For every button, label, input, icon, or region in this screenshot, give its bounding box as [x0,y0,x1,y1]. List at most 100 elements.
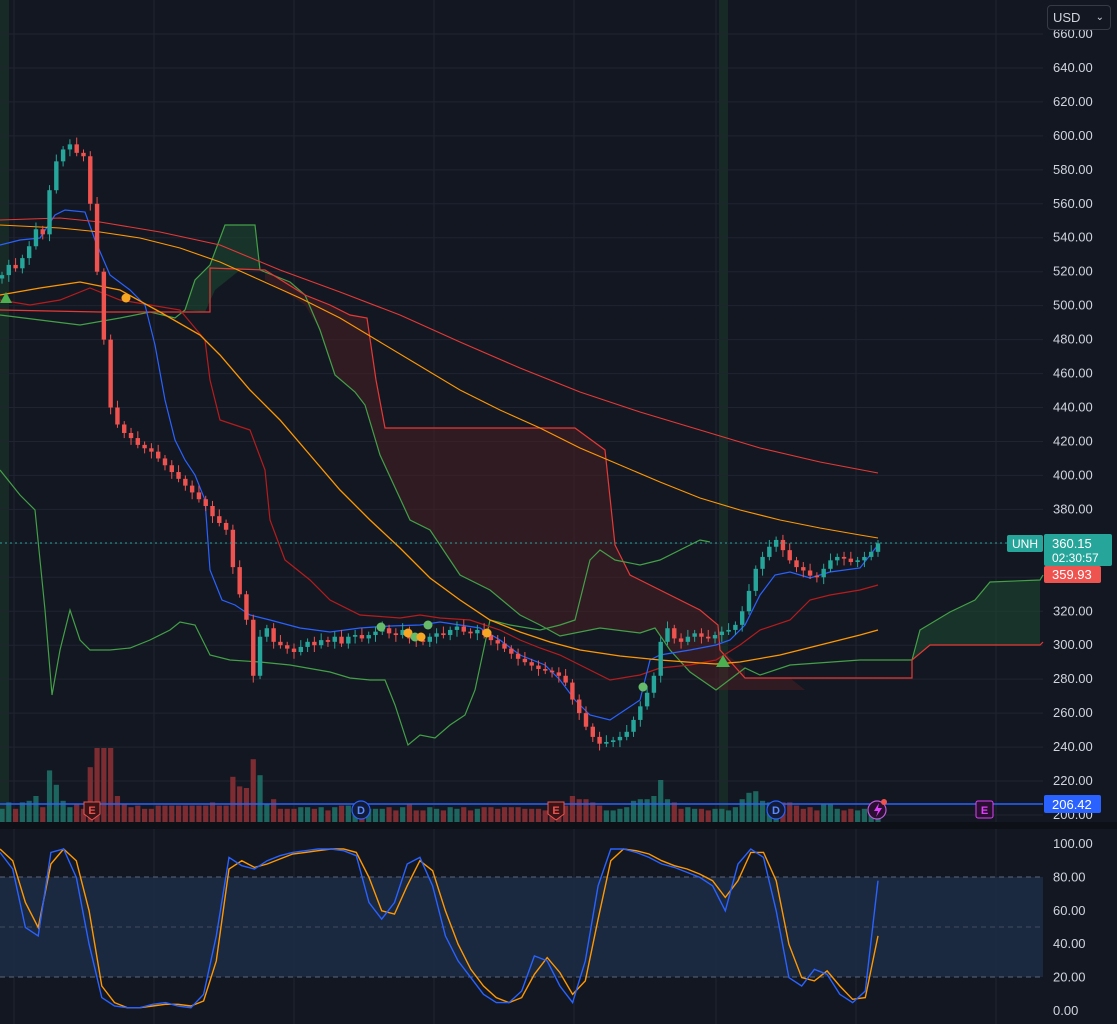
volume-bar [630,800,637,822]
volume-bar [434,808,440,822]
volume-bar [800,808,806,822]
candle [312,636,317,653]
price-tick-label: 560.00 [1053,196,1093,211]
volume-bar [576,799,582,822]
volume-bar [311,808,317,822]
svg-text:360.15: 360.15 [1052,536,1092,551]
candle [135,431,141,449]
signal-dot [376,622,386,632]
volume-bar [529,808,535,822]
dividend-marker[interactable]: D [766,800,786,820]
candle [264,624,270,642]
session-highlight [719,0,728,822]
volume-bar [590,802,596,822]
volume-bar [271,799,277,822]
candle [678,633,684,649]
volume-bar [535,808,542,822]
candle [393,628,399,642]
volume-bar [243,788,250,822]
volume-bar [814,810,820,822]
candle [787,543,792,564]
candle [257,629,263,680]
volume-bar [101,748,107,822]
lightning-alert-icon[interactable] [867,799,887,820]
candle [346,633,351,649]
volume-bar [372,808,379,822]
volume-bar [223,805,229,822]
volume-bar [277,808,284,822]
price-tick-label: 460.00 [1053,366,1093,381]
volume-bar [583,799,589,822]
volume-bar [19,802,25,822]
candle [814,572,820,583]
candle [515,648,521,666]
candle [325,636,331,647]
volume-bar [726,810,732,822]
candle [522,652,528,666]
candle [155,444,161,462]
svg-text:02:30:57: 02:30:57 [1052,551,1099,565]
session-highlight [0,0,9,822]
candle [672,624,677,644]
candle [74,137,79,157]
candle [509,645,514,659]
earnings-marker[interactable]: E [975,800,994,819]
candle [835,553,840,566]
volume-level-label: 206.42 [1044,795,1101,813]
candle [149,443,154,459]
kijun-line [0,287,879,681]
candle [685,629,691,646]
volume-bar [148,808,154,822]
svg-text:E: E [981,805,988,817]
candle [549,667,555,678]
volume-bar [325,810,331,822]
volume-bar [420,810,426,822]
volume-bar [142,808,148,822]
candle [47,185,52,242]
candle [651,672,657,698]
signal-dot [416,632,426,642]
volume-bar [719,808,725,822]
volume-bar [848,808,854,822]
earnings-marker[interactable]: E [83,801,101,821]
candle [577,694,582,720]
earnings-marker[interactable]: E [547,801,565,821]
candle [176,465,181,483]
volume-bar [739,799,745,822]
price-tick-label: 600.00 [1053,128,1093,143]
candle [217,509,222,527]
moving-average-slow [0,217,879,474]
dividend-marker[interactable]: D [351,800,371,820]
candle [271,623,276,649]
volume-bar [189,805,195,822]
svg-text:UNH: UNH [1012,537,1038,551]
volume-bar [40,807,46,822]
candle [223,519,229,535]
volume-bar [169,805,175,822]
volume-bar [705,810,711,822]
volume-bar [108,748,114,822]
pane-separator[interactable] [0,822,1117,829]
stoch-tick-label: 40.00 [1053,936,1086,951]
candle [366,631,371,644]
candle [285,641,290,654]
price-tick-label: 400.00 [1053,467,1093,482]
price-tick-label: 480.00 [1053,332,1093,347]
volume-bar [759,800,766,822]
volume-bar [624,807,630,822]
volume-bar [12,808,19,822]
buy-signal-triangle-icon [716,655,730,667]
candle [237,560,242,598]
volume-bar [284,808,290,822]
volume-bar [685,807,691,822]
cloud-bullish-area [912,580,1040,660]
candle [0,271,5,284]
candle [6,259,11,282]
svg-text:D: D [357,805,365,817]
candle [461,619,466,636]
stochastic-axis[interactable]: 0.00 20.00 40.00 60.00 80.00 100.00 [1053,836,1093,1018]
currency-selector[interactable]: USD ⌄ [1047,5,1111,30]
candle [502,636,507,653]
candle [115,400,120,428]
